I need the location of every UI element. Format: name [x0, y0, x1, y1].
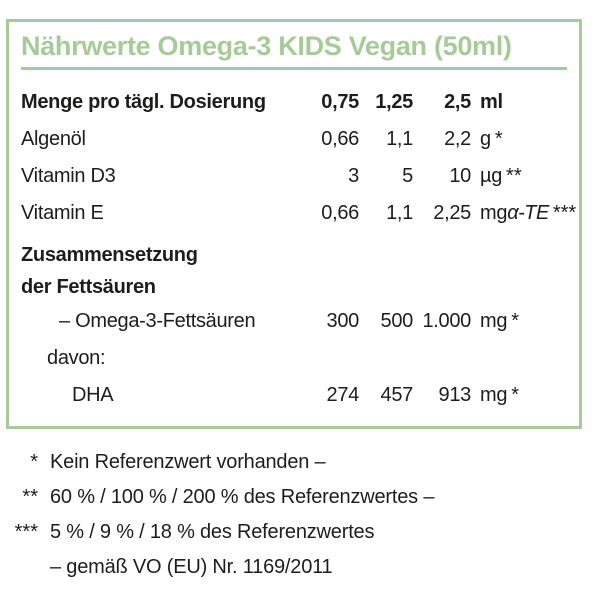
footnote-marker: ** — [22, 486, 38, 508]
footnote-line: ** 60 % / 100 % / 200 % des Referenzwert… — [0, 480, 590, 515]
table-row-vitamin-d3: Vitamin D3 3 5 10 µg ** — [21, 158, 567, 195]
row-label: Algenöl — [21, 128, 86, 150]
footnote-text: 60 % / 100 % / 200 % des Referenzwertes … — [50, 486, 435, 508]
row-value-1: 0,75 — [321, 91, 359, 113]
table-row-vitamin-e: Vitamin E 0,66 1,1 2,25 mgα-TE *** — [21, 195, 577, 232]
footnotes-block: * Kein Referenzwert vorhanden – ** 60 % … — [0, 445, 590, 585]
footnote-marker: * — [30, 451, 38, 473]
row-value-2: 1,25 — [375, 91, 413, 113]
row-value-3: 2,2 — [444, 128, 471, 150]
row-unit: µg ** — [480, 165, 522, 187]
table-row-dha: DHA 274 457 913 mg * — [21, 377, 567, 414]
row-label: Vitamin E — [21, 202, 104, 224]
row-unit: mg * — [480, 310, 519, 332]
alpha-te-suffix: α-TE — [507, 202, 549, 224]
table-row-omega3-fatty-acids: – Omega-3-Fettsäuren 300 500 1.000 mg * — [21, 303, 567, 340]
row-value-2: 500 — [380, 310, 414, 332]
title-underline — [21, 67, 567, 70]
footnote-marker — [0, 550, 38, 585]
table-row-algae-oil: Algenöl 0,66 1,1 2,2 g * — [21, 121, 567, 158]
footnote-line: *** 5 % / 9 % / 18 % des Referenzwertes — [0, 515, 590, 550]
nutrition-box-title: Nährwerte Omega-3 KIDS Vegan (50ml) — [21, 31, 512, 61]
row-value-3: 1.000 — [422, 310, 471, 332]
row-value-3: 913 — [438, 384, 472, 406]
row-value-2: 1,1 — [386, 202, 413, 224]
row-value-3: 10 — [449, 165, 471, 187]
footnote-text: 5 % / 9 % / 18 % des Referenzwertes — [50, 521, 375, 543]
table-row-dosage: Menge pro tägl. Dosierung 0,75 1,25 2,5 … — [21, 84, 567, 121]
row-value-1: 274 — [326, 384, 360, 406]
row-label: davon: — [47, 347, 106, 369]
row-value-3: 2,25 — [433, 202, 471, 224]
footnote-marker: *** — [14, 521, 38, 543]
footnote-line: – gemäß VO (EU) Nr. 1169/2011 — [0, 550, 590, 585]
footnote-marker: *** — [552, 202, 577, 224]
table-section-header-fatty-acids: Zusammensetzung der Fettsäuren — [21, 239, 567, 303]
row-value-1: 300 — [326, 310, 360, 332]
nutrition-table: Menge pro tägl. Dosierung 0,75 1,25 2,5 … — [21, 84, 577, 414]
row-label: Menge pro tägl. Dosierung — [21, 91, 266, 113]
footnote-marker: ** — [506, 165, 522, 187]
row-value-1: 0,66 — [321, 202, 359, 224]
row-value-2: 457 — [380, 384, 414, 406]
row-unit: mg * — [480, 384, 519, 406]
footnote-marker: * — [494, 128, 503, 150]
row-value-2: 5 — [402, 165, 413, 187]
footnote-text: – gemäß VO (EU) Nr. 1169/2011 — [50, 556, 333, 578]
table-row-davon: davon: — [21, 340, 567, 377]
row-unit: mgα-TE *** — [480, 202, 577, 224]
nutrition-table-box: Nährwerte Omega-3 KIDS Vegan (50ml) Meng… — [6, 19, 582, 429]
footnote-marker: * — [511, 384, 519, 406]
row-unit: g * — [480, 128, 503, 150]
footnote-line: * Kein Referenzwert vorhanden – — [0, 445, 590, 480]
row-label: DHA — [72, 384, 114, 406]
footnote-marker: * — [511, 310, 519, 332]
row-label: Vitamin D3 — [21, 165, 116, 187]
row-label: – Omega-3-Fettsäuren — [59, 310, 256, 332]
row-value-2: 1,1 — [386, 128, 413, 150]
row-unit: ml — [480, 91, 503, 113]
row-value-3: 2,5 — [444, 91, 471, 113]
footnote-text: Kein Referenzwert vorhanden – — [50, 451, 326, 473]
row-value-1: 0,66 — [321, 128, 359, 150]
row-value-1: 3 — [348, 165, 359, 187]
section-header-label: Zusammensetzung der Fettsäuren — [21, 244, 198, 298]
